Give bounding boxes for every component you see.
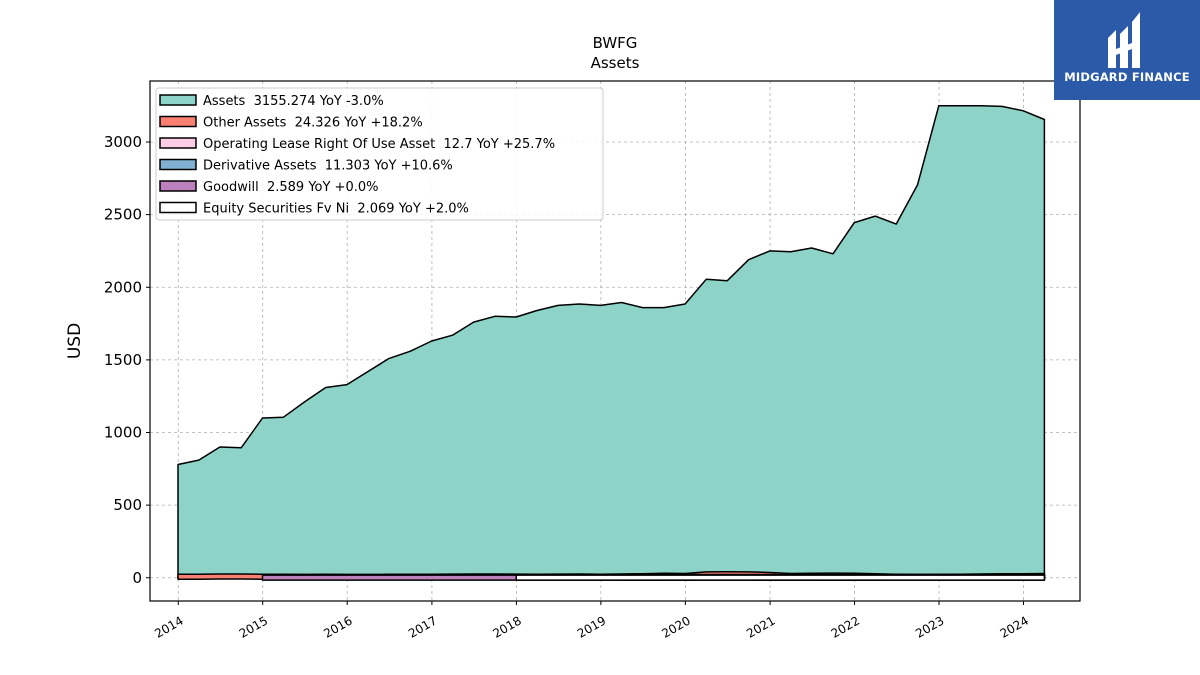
y-tick-label: 2500 [104, 206, 142, 224]
y-tick-label: 2000 [104, 278, 142, 296]
legend: Assets 3155.274 YoY -3.0% Other Assets 24… [155, 87, 604, 221]
brand-name: MIDGARD FINANCE [1064, 70, 1190, 84]
x-tick-label: 2022 [829, 613, 862, 640]
y-tick-label: 3000 [104, 133, 142, 151]
x-tick-label: 2024 [998, 613, 1031, 640]
legend-swatch [159, 201, 197, 214]
chart-title: BWFG [593, 34, 638, 52]
x-tick-label: 2018 [490, 613, 523, 640]
x-tick-label: 2020 [659, 613, 692, 640]
legend-label: Goodwill 2.589 YoY +0.0% [203, 180, 378, 195]
y-axis-label: USD [65, 323, 85, 359]
chart-subtitle: Assets [591, 54, 640, 72]
legend-label: Other Assets 24.326 YoY +18.2% [203, 116, 423, 131]
x-tick-label: 2016 [321, 613, 354, 640]
legend-swatch [159, 158, 197, 171]
y-tick-label: 0 [132, 569, 142, 587]
series-layer [177, 104, 1046, 581]
x-tick-label: 2015 [237, 613, 270, 640]
legend-label: Assets 3155.274 YoY -3.0% [203, 94, 384, 109]
legend-frame [155, 87, 604, 221]
brand-logo: MIDGARD FINANCE [1054, 0, 1200, 100]
x-tick-label: 2019 [575, 613, 608, 640]
x-tick-label: 2021 [744, 613, 777, 640]
legend-label: Operating Lease Right Of Use Asset 12.7 … [203, 137, 555, 152]
legend-swatch [159, 180, 197, 192]
x-tick-label: 2017 [406, 613, 439, 640]
legend-label: Derivative Assets 11.303 YoY +10.6% [203, 159, 453, 174]
legend-swatch [159, 115, 197, 128]
legend-swatch [159, 137, 197, 149]
x-tick-label: 2014 [152, 613, 185, 640]
y-tick-label: 500 [113, 496, 142, 514]
legend-swatch [159, 94, 197, 106]
y-tick-label: 1000 [104, 424, 142, 442]
legend-label: Equity Securities Fv Ni 2.069 YoY +2.0% [203, 202, 469, 217]
brand-mark-icon [1108, 12, 1140, 68]
y-tick-label: 1500 [104, 351, 142, 369]
x-tick-label: 2023 [913, 613, 946, 640]
series-band-5 [515, 574, 1046, 581]
plot-frame [149, 80, 1081, 602]
